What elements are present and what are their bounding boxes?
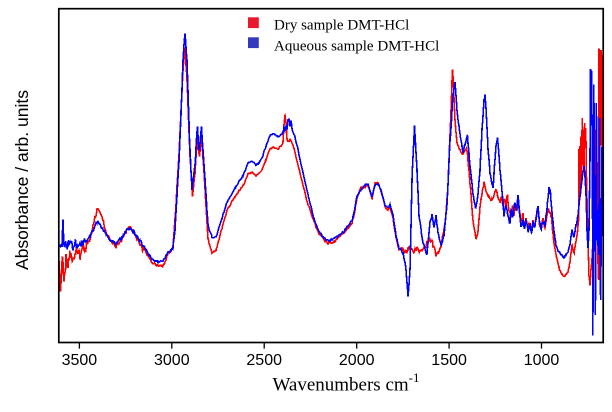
- svg-text:2000: 2000: [339, 352, 375, 369]
- svg-text:Absorbance / arb. units: Absorbance / arb. units: [12, 90, 32, 270]
- svg-text:1500: 1500: [431, 352, 467, 369]
- svg-text:Wavenumbers cm-1: Wavenumbers cm-1: [272, 370, 419, 395]
- svg-text:3000: 3000: [154, 352, 190, 369]
- svg-text:2500: 2500: [246, 352, 282, 369]
- svg-text:Aqueous sample DMT-HCl: Aqueous sample DMT-HCl: [274, 38, 439, 54]
- svg-text:Dry sample DMT-HCl: Dry sample DMT-HCl: [274, 18, 409, 34]
- svg-text:1000: 1000: [524, 352, 560, 369]
- svg-text:3500: 3500: [62, 352, 98, 369]
